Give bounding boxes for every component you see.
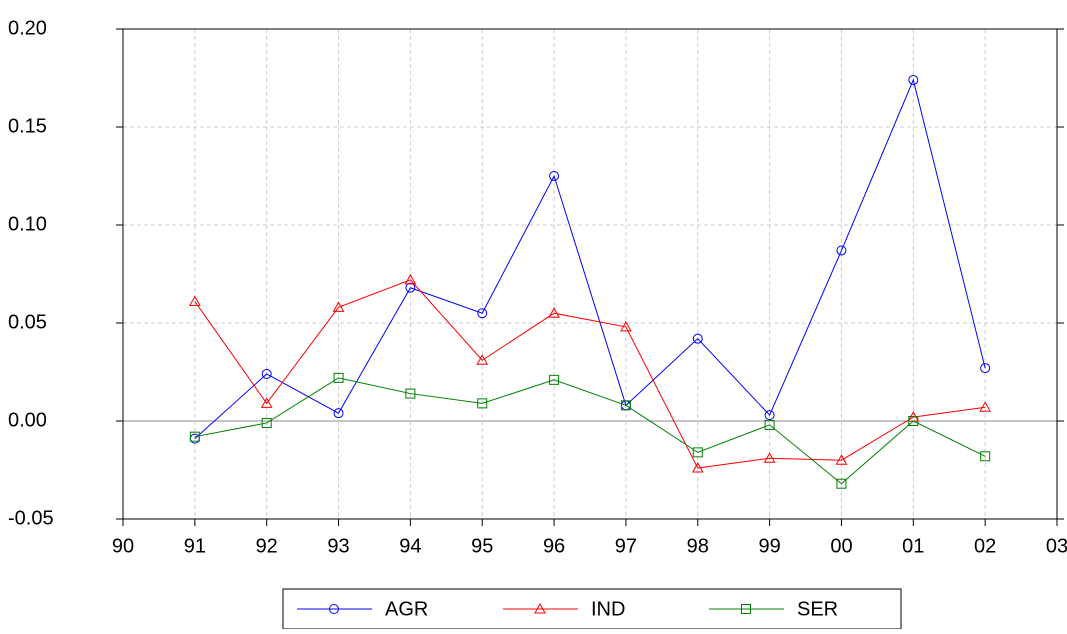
point xyxy=(477,308,488,319)
x-tick-label: 92 xyxy=(256,535,278,557)
x-tick-label: 03 xyxy=(1046,535,1067,557)
point xyxy=(333,408,344,419)
point xyxy=(908,74,919,85)
x-tick-label: 96 xyxy=(543,535,565,557)
y-tick-label: -0.05 xyxy=(8,507,54,529)
legend-label: SER xyxy=(797,598,838,620)
point xyxy=(763,452,776,463)
x-tick-label: 01 xyxy=(902,535,924,557)
point xyxy=(980,451,991,462)
point xyxy=(692,333,703,344)
point xyxy=(476,354,489,365)
point xyxy=(836,245,847,256)
point xyxy=(836,478,847,489)
line xyxy=(194,78,986,440)
x-tick-label: 00 xyxy=(830,535,852,557)
y-tick-label: 0.20 xyxy=(8,17,47,39)
legend-label: IND xyxy=(591,598,625,620)
point xyxy=(620,320,632,332)
x-tick-label: 90 xyxy=(112,535,134,557)
x-tick-label: 91 xyxy=(184,535,206,557)
x-tick-label: 97 xyxy=(615,535,637,557)
point xyxy=(691,462,704,473)
point xyxy=(549,171,560,181)
point xyxy=(692,447,703,458)
point xyxy=(261,368,272,379)
point xyxy=(549,374,560,385)
point xyxy=(404,273,417,285)
line xyxy=(194,377,986,485)
plot-frame xyxy=(122,28,1058,520)
y-tick-label: 0.05 xyxy=(8,311,47,333)
point xyxy=(188,295,201,306)
legend-marker xyxy=(534,602,546,614)
point xyxy=(764,419,775,430)
point xyxy=(261,417,272,428)
point xyxy=(980,363,991,374)
x-tick-label: 02 xyxy=(974,535,996,557)
point xyxy=(189,431,200,442)
x-tick-label: 94 xyxy=(399,535,421,557)
y-tick-label: 0.15 xyxy=(8,115,47,137)
point xyxy=(405,282,416,293)
point xyxy=(548,307,560,318)
y-tick-label: 0.10 xyxy=(8,213,47,235)
legend-marker xyxy=(329,604,339,614)
x-tick-label: 99 xyxy=(758,535,780,557)
point xyxy=(477,398,488,409)
x-tick-label: 98 xyxy=(687,535,709,557)
legend-box xyxy=(282,588,902,630)
point xyxy=(405,388,416,399)
line xyxy=(194,279,986,469)
x-tick-label: 93 xyxy=(327,535,349,557)
point xyxy=(332,301,345,312)
point xyxy=(333,372,344,383)
legend-label: AGR xyxy=(385,598,428,620)
point xyxy=(908,416,919,426)
point xyxy=(260,397,273,408)
point xyxy=(620,400,631,411)
point xyxy=(835,454,848,465)
x-tick-label: 95 xyxy=(471,535,493,557)
legend-marker xyxy=(741,604,751,614)
y-tick-label: 0.00 xyxy=(8,409,47,431)
point xyxy=(764,410,775,421)
point xyxy=(979,401,992,412)
